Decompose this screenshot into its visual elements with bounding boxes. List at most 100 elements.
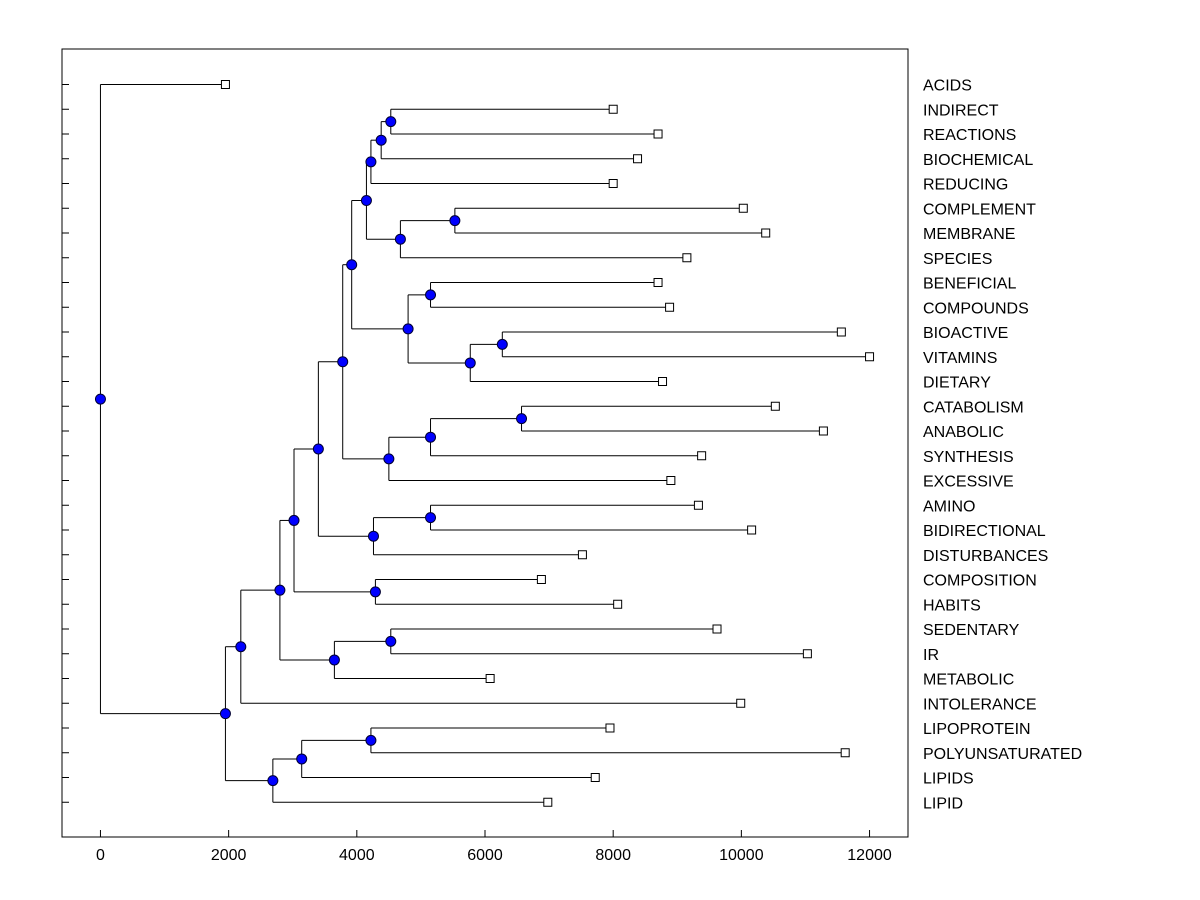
node-markers xyxy=(94,116,528,787)
leaf-label: LIPID xyxy=(923,795,963,812)
leaf-label: VITAMINS xyxy=(923,350,997,367)
merge-node-marker xyxy=(425,512,437,524)
leaf-label: SYNTHESIS xyxy=(923,449,1014,466)
merge-node-marker xyxy=(425,431,437,443)
leaf-marker xyxy=(485,674,495,683)
leaf-label: MEMBRANE xyxy=(923,226,1015,243)
leaf-label: LIPIDS xyxy=(923,771,974,788)
leaf-label: EXCESSIVE xyxy=(923,474,1014,491)
merge-node-marker xyxy=(296,753,308,765)
merge-node-marker xyxy=(219,708,231,720)
merge-node-marker xyxy=(235,641,247,653)
leaf-label: BIOCHEMICAL xyxy=(923,152,1033,169)
leaf-marker xyxy=(865,352,875,362)
leaf-marker xyxy=(840,748,850,758)
leaf-label: REACTIONS xyxy=(923,127,1016,144)
leaf-label: BENEFICIAL xyxy=(923,276,1016,293)
leaf-marker xyxy=(543,797,553,807)
merge-node-marker xyxy=(365,734,377,746)
leaf-label: DISTURBANCES xyxy=(923,548,1048,565)
leaf-label: ACIDS xyxy=(923,78,972,95)
x-tick-label: 12000 xyxy=(847,847,892,864)
leaf-marker xyxy=(697,451,707,461)
x-axis: 0 2000 4000 6000 8000 10000 12000 xyxy=(96,830,892,864)
merge-node-marker xyxy=(385,635,397,647)
merge-node-marker xyxy=(375,134,387,146)
leaf-label: SPECIES xyxy=(923,251,992,268)
leaf-marker xyxy=(738,203,748,213)
leaf-marker xyxy=(536,575,546,584)
leaf-marker xyxy=(682,253,692,263)
leaf-marker xyxy=(836,327,846,337)
merge-node-marker xyxy=(367,530,379,542)
merge-node-marker xyxy=(394,233,406,245)
x-tick-label: 2000 xyxy=(211,847,247,864)
leaf-marker xyxy=(590,773,600,782)
leaf-label: ANABOLIC xyxy=(923,424,1004,441)
leaf-labels: ACIDS INDIRECT REACTIONS BIOCHEMICAL REDUCIN… xyxy=(923,78,1082,813)
leaf-label: REDUCING xyxy=(923,177,1008,194)
merge-node-marker xyxy=(385,116,397,128)
leaf-markers xyxy=(220,80,875,807)
leaf-marker xyxy=(818,426,828,436)
leaf-marker xyxy=(653,129,663,139)
leaf-marker xyxy=(577,550,587,560)
x-tick-label: 0 xyxy=(96,847,105,864)
leaf-label: AMINO xyxy=(923,498,975,515)
leaf-label: DIETARY xyxy=(923,375,991,392)
merge-node-marker xyxy=(288,514,300,526)
merge-node-marker xyxy=(369,586,381,598)
merge-node-marker xyxy=(402,323,414,335)
merge-node-marker xyxy=(425,289,437,301)
leaf-label: INTOLERANCE xyxy=(923,696,1037,713)
x-tick-label: 6000 xyxy=(467,847,503,864)
leaf-marker xyxy=(653,278,663,287)
merge-node-marker xyxy=(449,215,461,227)
merge-node-marker xyxy=(365,156,377,168)
x-tick-label: 10000 xyxy=(719,847,764,864)
leaf-label: BIDIRECTIONAL xyxy=(923,523,1046,540)
leaf-label: POLYUNSATURATED xyxy=(923,746,1082,763)
leaf-label: INDIRECT xyxy=(923,102,999,119)
leaf-marker xyxy=(770,401,780,411)
leaf-label: SEDENTARY xyxy=(923,622,1020,639)
plot-frame xyxy=(61,48,909,838)
x-tick-label: 8000 xyxy=(595,847,631,864)
merge-node-marker xyxy=(360,195,372,207)
leaf-label: CATABOLISM xyxy=(923,399,1024,416)
leaf-label: COMPLEMENT xyxy=(923,201,1036,218)
merge-node-marker xyxy=(274,584,286,596)
leaf-marker xyxy=(658,377,668,386)
leaf-label: HABITS xyxy=(923,597,981,614)
leaf-marker xyxy=(633,154,643,164)
merge-node-marker xyxy=(312,443,324,455)
leaf-label: LIPOPROTEIN xyxy=(923,721,1031,738)
leaf-label: COMPOSITION xyxy=(923,573,1037,590)
merge-node-marker xyxy=(346,259,358,271)
merge-node-marker xyxy=(496,338,508,350)
leaf-marker xyxy=(613,599,623,609)
merge-node-marker xyxy=(464,357,476,369)
leaf-ticks xyxy=(62,84,69,803)
merge-node-marker xyxy=(328,654,340,666)
leaf-marker xyxy=(712,624,722,634)
x-tick-label: 4000 xyxy=(339,847,375,864)
leaf-marker xyxy=(666,476,676,485)
merge-node-marker xyxy=(337,356,349,368)
leaf-marker xyxy=(665,302,675,312)
dendrogram-links xyxy=(99,84,870,803)
leaf-label: METABOLIC xyxy=(923,672,1014,689)
leaf-marker xyxy=(747,525,757,535)
leaf-label: COMPOUNDS xyxy=(923,300,1029,317)
merge-node-marker xyxy=(267,775,279,787)
leaf-marker xyxy=(802,649,812,659)
leaf-marker xyxy=(736,698,746,708)
merge-node-marker xyxy=(516,413,528,425)
leaf-marker xyxy=(693,500,703,510)
leaf-label: BIOACTIVE xyxy=(923,325,1008,342)
leaf-marker xyxy=(608,179,618,188)
merge-node-marker xyxy=(383,453,395,465)
leaf-label: IR xyxy=(923,647,939,664)
leaf-marker xyxy=(761,228,771,238)
